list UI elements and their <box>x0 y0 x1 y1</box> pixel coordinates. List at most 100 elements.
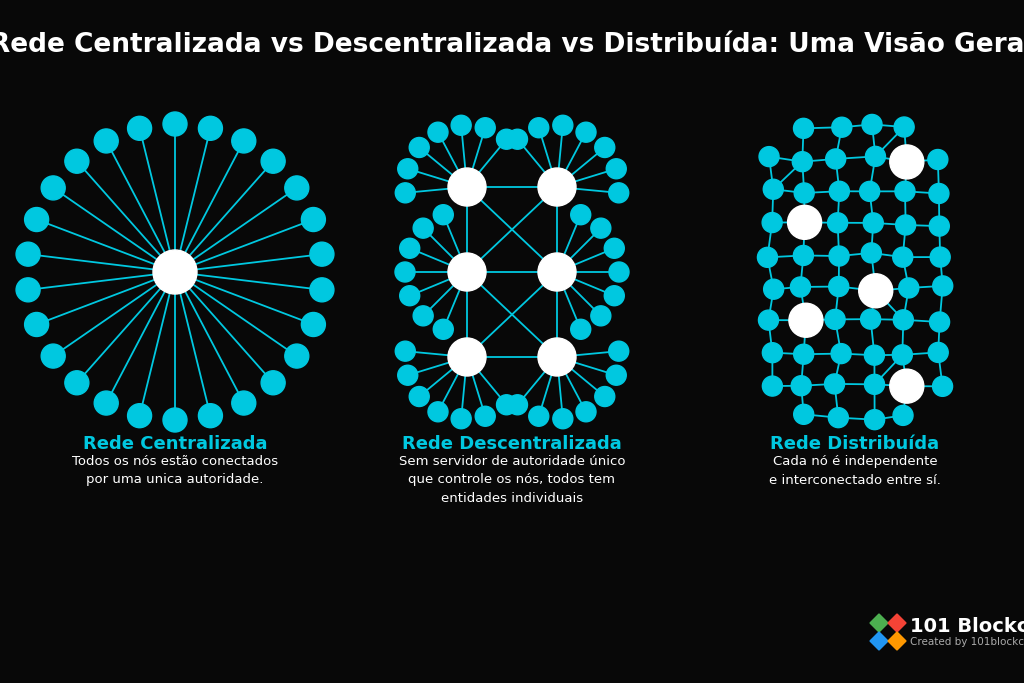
Circle shape <box>899 278 919 298</box>
Circle shape <box>893 310 913 330</box>
Circle shape <box>759 310 778 330</box>
Circle shape <box>606 365 627 385</box>
Circle shape <box>763 343 782 363</box>
Circle shape <box>285 176 309 200</box>
Circle shape <box>829 246 849 266</box>
Circle shape <box>433 319 454 339</box>
Circle shape <box>862 115 882 135</box>
Circle shape <box>395 183 416 203</box>
Circle shape <box>261 371 285 395</box>
Circle shape <box>831 344 851 363</box>
Circle shape <box>397 158 418 179</box>
Circle shape <box>449 253 486 291</box>
Circle shape <box>65 371 89 395</box>
Circle shape <box>892 345 912 365</box>
Circle shape <box>827 213 848 233</box>
Circle shape <box>399 285 420 306</box>
Circle shape <box>577 122 596 142</box>
Circle shape <box>570 205 591 225</box>
Circle shape <box>231 129 256 153</box>
Circle shape <box>795 183 814 203</box>
Circle shape <box>528 406 549 426</box>
Circle shape <box>893 406 913 426</box>
Circle shape <box>894 117 914 137</box>
Circle shape <box>791 277 810 297</box>
Circle shape <box>890 369 924 403</box>
Circle shape <box>794 404 814 424</box>
Circle shape <box>285 344 309 368</box>
Circle shape <box>395 262 415 282</box>
Circle shape <box>758 247 777 267</box>
Circle shape <box>153 250 197 294</box>
Circle shape <box>25 208 48 232</box>
Circle shape <box>896 215 915 235</box>
Circle shape <box>764 279 783 299</box>
Circle shape <box>452 408 471 429</box>
Circle shape <box>864 345 885 365</box>
Circle shape <box>828 277 849 296</box>
Circle shape <box>553 115 572 135</box>
Circle shape <box>793 152 812 171</box>
Circle shape <box>794 245 813 266</box>
Circle shape <box>128 116 152 140</box>
Circle shape <box>825 309 845 329</box>
Circle shape <box>395 342 416 361</box>
Circle shape <box>930 247 950 267</box>
Circle shape <box>301 208 326 232</box>
Circle shape <box>163 112 187 136</box>
Circle shape <box>497 395 516 415</box>
Circle shape <box>508 129 527 149</box>
Circle shape <box>310 278 334 302</box>
Circle shape <box>25 313 48 337</box>
Circle shape <box>577 402 596 422</box>
Circle shape <box>128 404 152 428</box>
Circle shape <box>538 338 575 376</box>
Text: Rede Descentralizada: Rede Descentralizada <box>402 435 622 453</box>
Circle shape <box>859 274 893 308</box>
Circle shape <box>604 285 625 306</box>
Circle shape <box>759 147 779 167</box>
Circle shape <box>890 145 924 179</box>
Circle shape <box>428 402 447 422</box>
Circle shape <box>397 365 418 385</box>
Circle shape <box>609 262 629 282</box>
Circle shape <box>497 129 516 149</box>
Circle shape <box>538 253 575 291</box>
Circle shape <box>399 238 420 258</box>
Circle shape <box>930 216 949 236</box>
Circle shape <box>231 391 256 415</box>
Circle shape <box>452 115 471 135</box>
Circle shape <box>861 243 882 263</box>
Text: 101 Blockchains: 101 Blockchains <box>910 617 1024 635</box>
Circle shape <box>413 306 433 326</box>
Circle shape <box>864 374 885 394</box>
Circle shape <box>508 395 527 415</box>
Circle shape <box>928 150 948 169</box>
Circle shape <box>863 213 884 233</box>
Circle shape <box>94 129 118 153</box>
Circle shape <box>788 303 823 337</box>
Circle shape <box>433 205 454 225</box>
Circle shape <box>933 276 952 296</box>
Text: Todos os nós estão conectados
por uma unica autoridade.: Todos os nós estão conectados por uma un… <box>72 455 279 486</box>
Circle shape <box>865 146 886 167</box>
Polygon shape <box>870 632 888 650</box>
Circle shape <box>794 344 814 364</box>
Circle shape <box>41 176 66 200</box>
Circle shape <box>595 387 614 406</box>
Circle shape <box>831 117 852 137</box>
Circle shape <box>413 218 433 238</box>
Text: Rede Centralizada: Rede Centralizada <box>83 435 267 453</box>
Circle shape <box>553 408 572 429</box>
Circle shape <box>792 376 811 395</box>
Circle shape <box>794 118 813 139</box>
Polygon shape <box>888 614 906 632</box>
Circle shape <box>825 149 846 169</box>
Circle shape <box>929 184 949 204</box>
Circle shape <box>428 122 447 142</box>
Circle shape <box>824 374 845 394</box>
Circle shape <box>199 116 222 140</box>
Polygon shape <box>888 632 906 650</box>
Circle shape <box>604 238 625 258</box>
Circle shape <box>608 183 629 203</box>
